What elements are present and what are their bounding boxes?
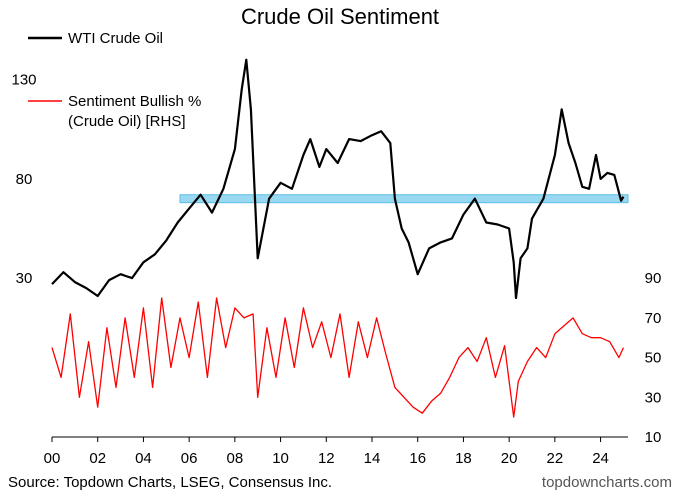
right-tick-label: 50 — [645, 350, 662, 367]
x-tick-label: 20 — [501, 450, 518, 467]
right-tick-label: 70 — [645, 310, 662, 327]
chart-title: Crude Oil Sentiment — [241, 4, 439, 29]
right-tick-label: 30 — [645, 389, 662, 406]
x-tick-label: 06 — [181, 450, 198, 467]
sentiment-bullish-line — [51, 297, 624, 418]
left-tick-label: 80 — [16, 171, 33, 188]
x-tick-label: 16 — [409, 450, 426, 467]
left-tick-label: 30 — [16, 270, 33, 287]
right-tick-label: 90 — [645, 270, 662, 287]
x-tick-label: 10 — [272, 450, 289, 467]
x-tick-label: 02 — [89, 450, 106, 467]
x-tick-marks — [51, 437, 602, 442]
x-tick-label: 04 — [135, 450, 152, 467]
legend: WTI Crude Oil Sentiment Bullish % (Crude… — [28, 30, 201, 130]
website-credit: topdowncharts.com — [542, 474, 672, 491]
x-tick-label: 08 — [227, 450, 244, 467]
x-tick-label: 14 — [364, 450, 381, 467]
legend-label-sentiment-line2: (Crude Oil) [RHS] — [68, 113, 186, 130]
left-tick-label: 130 — [11, 72, 36, 89]
right-axis-tick-labels: 10 30 50 70 90 — [645, 270, 662, 446]
right-tick-label: 10 — [645, 429, 662, 446]
x-tick-label: 00 — [44, 450, 61, 467]
x-tick-labels: 00 02 04 06 08 10 12 14 16 18 20 22 24 — [44, 450, 609, 467]
x-tick-label: 18 — [455, 450, 472, 467]
x-tick-label: 24 — [592, 450, 609, 467]
left-axis-tick-labels: 30 80 130 — [11, 72, 36, 288]
x-tick-label: 12 — [318, 450, 335, 467]
highlight-band — [179, 194, 629, 204]
legend-label-sentiment-line1: Sentiment Bullish % — [68, 93, 201, 110]
wti-crude-oil-line — [51, 58, 625, 300]
x-tick-label: 22 — [547, 450, 564, 467]
source-note: Source: Topdown Charts, LSEG, Consensus … — [8, 474, 332, 491]
legend-label-wti: WTI Crude Oil — [68, 30, 163, 47]
